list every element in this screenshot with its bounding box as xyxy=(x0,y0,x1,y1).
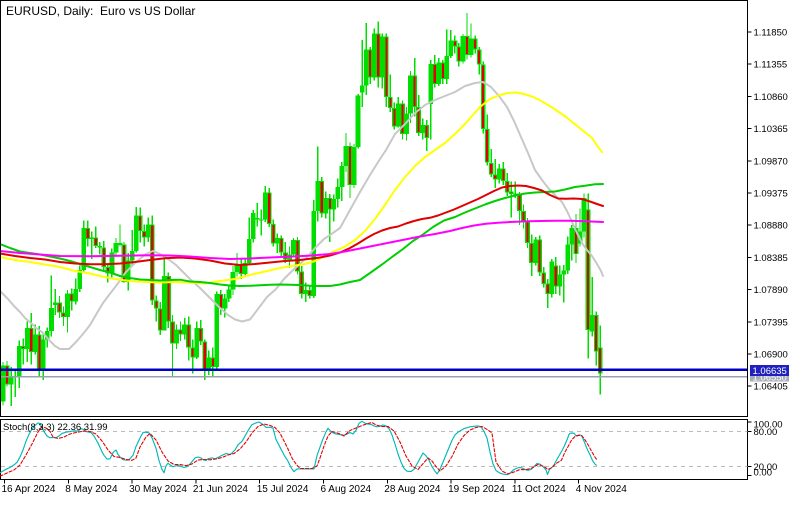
svg-text:1.10860: 1.10860 xyxy=(754,92,788,103)
svg-text:30 May 2024: 30 May 2024 xyxy=(129,484,187,495)
svg-text:0.00: 0.00 xyxy=(754,468,773,479)
svg-text:1.06900: 1.06900 xyxy=(754,350,788,361)
svg-text:1.09870: 1.09870 xyxy=(754,156,788,167)
svg-text:100.00: 100.00 xyxy=(754,420,783,431)
svg-text:1.06405: 1.06405 xyxy=(754,382,788,393)
svg-text:15 Jul 2024: 15 Jul 2024 xyxy=(257,484,309,495)
svg-text:80.00: 80.00 xyxy=(754,427,778,438)
svg-text:EURUSD, Daily: Euro vs US Dol: EURUSD, Daily: Euro vs US Dollar xyxy=(6,4,195,18)
svg-text:21 Jun 2024: 21 Jun 2024 xyxy=(193,484,248,495)
svg-text:16 Apr 2024: 16 Apr 2024 xyxy=(2,484,56,495)
svg-text:1.07395: 1.07395 xyxy=(754,317,788,328)
svg-text:28 Aug 2024: 28 Aug 2024 xyxy=(384,484,441,495)
svg-text:6 Aug 2024: 6 Aug 2024 xyxy=(321,484,372,495)
svg-text:8 May 2024: 8 May 2024 xyxy=(65,484,118,495)
svg-text:1.07890: 1.07890 xyxy=(754,285,788,296)
svg-text:1.09375: 1.09375 xyxy=(754,189,788,200)
svg-text:19 Sep 2024: 19 Sep 2024 xyxy=(448,484,505,495)
svg-text:1.11355: 1.11355 xyxy=(754,60,788,71)
svg-text:20.00: 20.00 xyxy=(754,462,778,473)
svg-text:1.11850: 1.11850 xyxy=(754,28,788,39)
svg-text:1.06635: 1.06635 xyxy=(753,366,787,377)
svg-text:4 Nov 2024: 4 Nov 2024 xyxy=(576,484,628,495)
svg-text:1.10365: 1.10365 xyxy=(754,124,788,135)
svg-text:Stoch(8,3,3) 22.36 31.99: Stoch(8,3,3) 22.36 31.99 xyxy=(3,422,108,433)
svg-text:1.06550: 1.06550 xyxy=(753,373,787,384)
svg-text:11 Oct 2024: 11 Oct 2024 xyxy=(512,484,566,495)
svg-text:1.08880: 1.08880 xyxy=(754,221,788,232)
svg-text:1.08385: 1.08385 xyxy=(754,253,788,264)
